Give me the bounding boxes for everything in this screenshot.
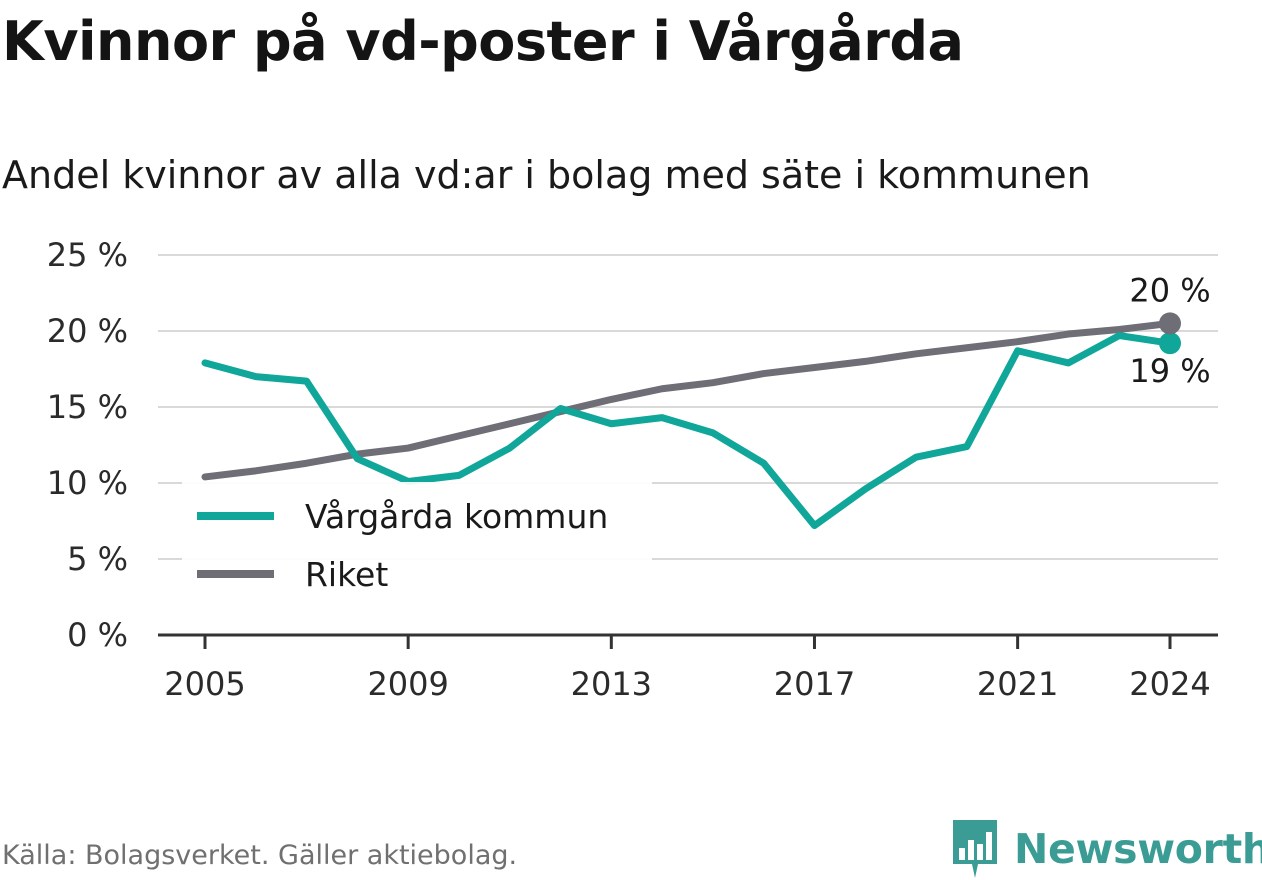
end-points: 19 % 20 % bbox=[1129, 271, 1210, 390]
y-tick-label: 20 % bbox=[47, 312, 128, 350]
y-tick-label: 10 % bbox=[47, 464, 128, 502]
source-note: Källa: Bolagsverket. Gäller aktiebolag. bbox=[2, 840, 518, 871]
series-lines bbox=[201, 319, 1174, 530]
y-tick-label: 5 % bbox=[67, 540, 128, 578]
end-point bbox=[1159, 312, 1181, 335]
y-axis-ticks: 0 % 5 % 10 % 15 % 20 % 25 % bbox=[47, 236, 128, 654]
legend: Vårgårda kommun Riket bbox=[182, 482, 652, 604]
y-tick-label: 15 % bbox=[47, 388, 128, 426]
chart-title: Kvinnor på vd-poster i Vårgårda bbox=[2, 10, 964, 73]
x-tick-label: 2013 bbox=[571, 665, 652, 703]
brand-name: Newsworthy bbox=[1014, 825, 1262, 873]
x-tick-label: 2009 bbox=[367, 665, 448, 703]
end-value-label: 20 % bbox=[1129, 271, 1210, 309]
x-tick-label: 2005 bbox=[164, 665, 245, 703]
brand-logo: Newsworthy bbox=[950, 818, 1262, 880]
x-tick-label: 2017 bbox=[774, 665, 855, 703]
end-value-label: 19 % bbox=[1129, 352, 1210, 390]
x-axis: 2005 2009 2013 2017 2021 2024 bbox=[158, 633, 1218, 703]
legend-background bbox=[182, 482, 652, 604]
newsworthy-logo-icon bbox=[953, 820, 997, 878]
y-tick-label: 25 % bbox=[47, 236, 128, 274]
x-tick-label: 2021 bbox=[977, 665, 1058, 703]
end-point bbox=[1159, 332, 1181, 355]
series-line-0 bbox=[201, 332, 1174, 530]
x-tick-label: 2024 bbox=[1129, 665, 1210, 703]
legend-label: Vårgårda kommun bbox=[305, 497, 608, 536]
line-chart: 0 %5 %10 %15 %20 %25 % 2005 2009 2013 2017 2… bbox=[47, 236, 1218, 703]
y-tick-label: 0 % bbox=[67, 616, 128, 654]
series-line-1 bbox=[201, 319, 1174, 481]
chart-subtitle: Andel kvinnor av alla vd:ar i bolag med … bbox=[2, 153, 1091, 197]
legend-label: Riket bbox=[305, 555, 388, 594]
